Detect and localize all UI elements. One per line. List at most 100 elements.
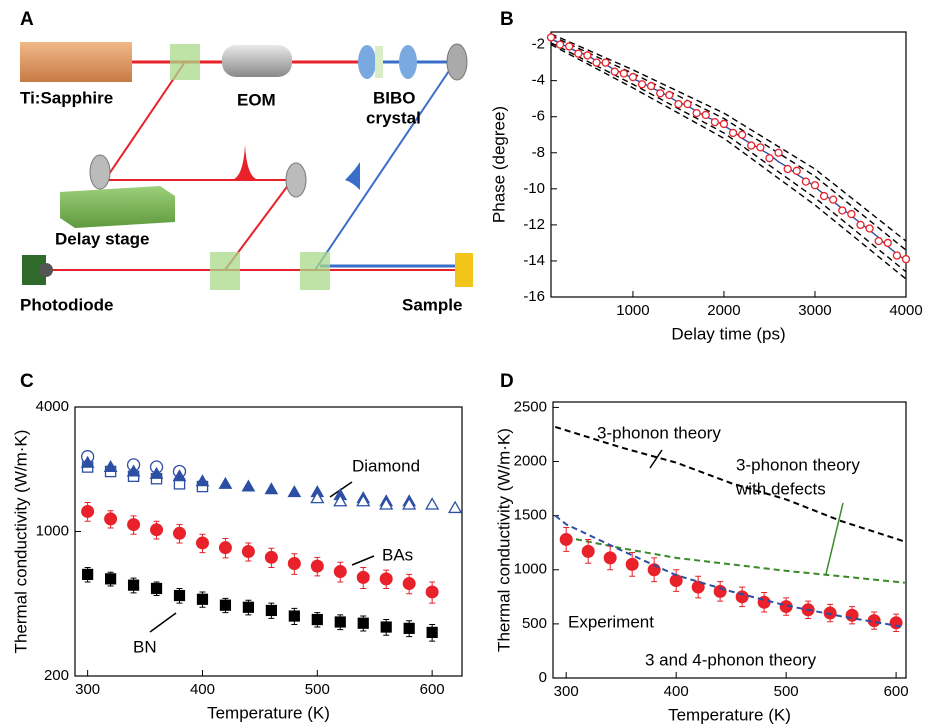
marker [196,593,209,605]
marker [173,526,187,540]
marker [426,626,438,639]
marker [82,568,94,581]
marker [126,464,141,477]
marker [574,49,583,58]
y-tick-label: 500 [522,615,547,632]
plot-frame [550,31,907,298]
marker [838,206,847,215]
marker [765,154,774,163]
marker [856,220,865,230]
marker [565,42,574,51]
marker [701,110,710,120]
laser-label: Ti:Sapphire [20,88,113,107]
y-tick-label: -14 [523,252,545,269]
marker [665,90,674,100]
marker [756,143,765,152]
x-tick-label: 3000 [798,302,831,319]
marker [801,177,811,186]
marker [172,469,187,482]
x-axis-label: Temperature (K) [668,705,791,724]
marker [149,466,164,479]
marker [819,191,829,201]
marker [546,33,556,42]
marker [241,545,255,559]
x-tick-label: 400 [190,681,215,698]
x-tick-label: 300 [554,683,579,700]
x-axis-label: Delay time (ps) [671,324,785,343]
marker [104,573,117,585]
marker [581,544,595,558]
annotation: BN [133,637,157,656]
marker [334,616,346,628]
x-tick-label: 500 [305,681,330,698]
marker [379,497,394,510]
plot-frame [552,401,907,679]
x-tick-label: 1000 [616,302,649,319]
bibo-label: BIBO [373,88,416,107]
marker [823,606,837,620]
schematic [20,42,473,290]
marker [288,610,300,622]
marker [783,164,792,174]
marker [719,119,729,129]
marker [219,599,232,611]
x-tick-label: 2000 [707,302,740,319]
x-tick-label: 600 [420,681,445,698]
panel-label: B [500,9,514,30]
marker [792,166,801,175]
y-tick-label: -16 [523,288,545,305]
panel-label: D [500,371,514,392]
annotation: with defects [735,479,826,498]
marker [380,621,392,633]
dashed-curve [554,425,906,543]
x-axis-label: Temperature (K) [207,703,330,722]
plot-frame [74,406,463,677]
marker [738,130,747,139]
marker [603,551,617,565]
marker [810,181,820,190]
marker [625,557,639,571]
leader-line [149,612,177,633]
marker [127,579,140,591]
marker [241,479,256,492]
marker [310,559,324,573]
marker [692,108,701,118]
x-tick-label: 300 [75,681,100,698]
dashed-curve [550,44,907,280]
annotation: 3-phonon theory [597,423,721,442]
sample-label: Sample [402,295,462,314]
marker [747,141,756,150]
eom-label: EOM [237,90,276,109]
x-tick-label: 4000 [889,302,922,319]
marker [425,497,440,510]
y-tick-label: 0 [539,669,547,686]
marker [656,89,665,98]
marker [829,195,838,204]
marker [735,590,749,604]
y-tick-label: 2500 [514,398,547,415]
marker [195,536,209,550]
marker [425,585,439,599]
marker [883,238,892,248]
marker [592,58,601,67]
x-tick-label: 400 [664,683,689,700]
marker [264,482,279,495]
marker [628,72,638,82]
y-axis-label: Thermal conductivity (W/m·K) [11,430,30,654]
marker [104,512,118,526]
marker [265,604,277,617]
marker [710,117,719,127]
marker [195,474,210,487]
fit-line [550,38,907,262]
marker [80,455,95,468]
marker [892,251,902,260]
marker [264,550,278,564]
marker [774,148,783,157]
y-tick-label: -12 [523,216,545,233]
marker [379,572,393,586]
dashed-curve [566,536,906,584]
marker [357,617,369,629]
marker [287,485,302,498]
marker [865,224,874,233]
